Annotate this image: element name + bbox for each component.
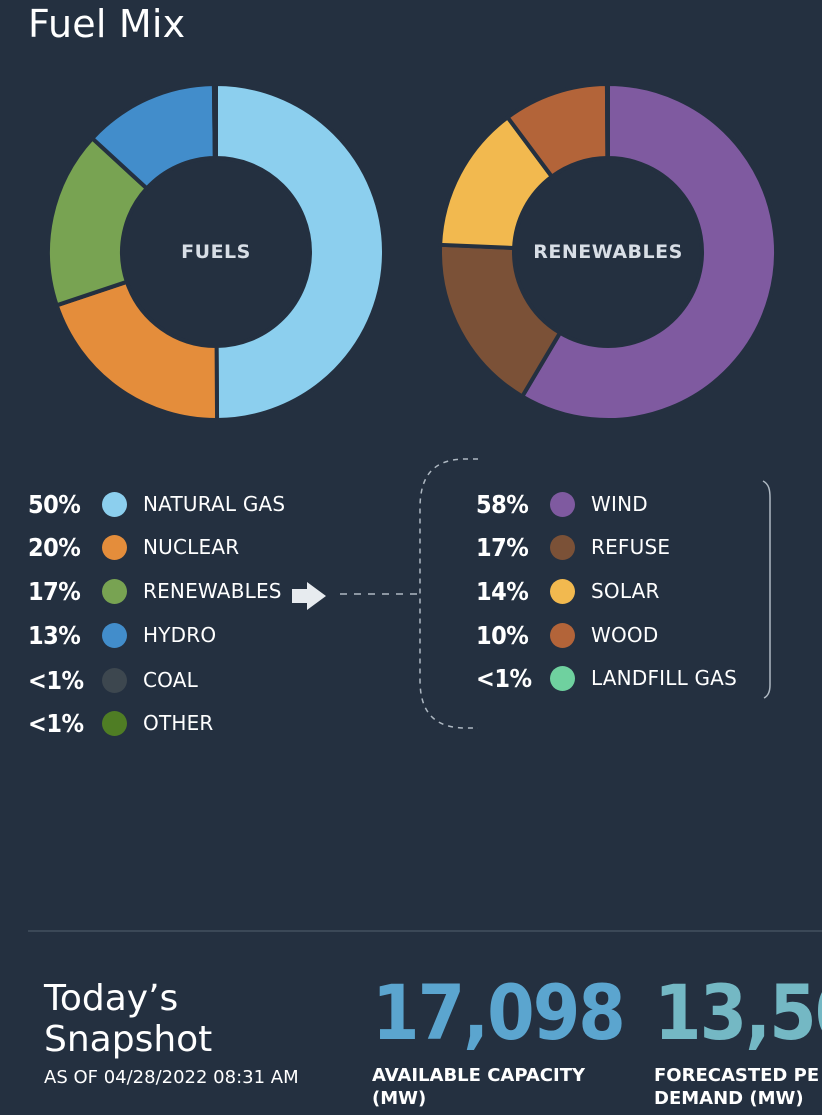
legend-item-nuclear: 20% NUCLEAR [28, 527, 239, 567]
legend-percent: 50% [28, 489, 81, 519]
donut-hole [124, 160, 308, 344]
legend-percent: <1% [28, 708, 84, 738]
legend-swatch [102, 578, 127, 604]
donut-slice-natural-gas [214, 82, 386, 422]
legend-label: RENEWABLES [143, 579, 282, 603]
legend-item-renewables: 17% RENEWABLES [28, 571, 282, 611]
legend-item-coal: <1% COAL [28, 660, 198, 700]
fuels-donut-svg [46, 82, 386, 422]
right-arrow-icon [292, 582, 326, 610]
donut-slice-other [212, 82, 218, 161]
legend-swatch [102, 710, 127, 736]
legend-percent: 20% [28, 532, 81, 562]
legend-swatch [102, 667, 127, 693]
snapshot-title: Today’s Snapshot [44, 978, 213, 1060]
donut-slice-nuclear [54, 279, 220, 422]
renewables-donut-svg [438, 82, 778, 422]
legend-percent: 17% [28, 576, 81, 606]
legend-label: HYDRO [143, 623, 217, 647]
forecasted-peak-demand-label: FORECASTED PE DEMAND (MW) [654, 1065, 820, 1109]
donut-slice-landfill-gas [604, 82, 610, 161]
available-capacity-value: 17,098 [372, 968, 626, 1057]
legend-label: OTHER [143, 711, 214, 735]
section-divider [28, 930, 822, 932]
legend-swatch [102, 534, 127, 560]
snapshot-timestamp: AS OF 04/28/2022 08:31 AM [44, 1067, 299, 1088]
renewables-donut-chart: RENEWABLES [438, 82, 778, 422]
available-capacity-label: AVAILABLE CAPACITY (MW) [372, 1065, 586, 1109]
donut-slice-wind [520, 82, 778, 422]
legend-item-natural-gas: 50% NATURAL GAS [28, 484, 285, 524]
available-capacity-stat: 17,098 AVAILABLE CAPACITY (MW) [372, 968, 626, 1110]
legend-label: NATURAL GAS [143, 492, 286, 516]
legend-percent: 13% [28, 620, 81, 650]
legend-item-hydro: 13% HYDRO [28, 615, 216, 655]
legend-swatch [102, 491, 127, 517]
legend-percent: <1% [28, 665, 84, 695]
legend-item-other: <1% OTHER [28, 703, 214, 743]
renewables-breakdown-bracket [340, 458, 771, 729]
forecasted-peak-demand-value: 13,50 [654, 968, 822, 1057]
legend-label: COAL [143, 668, 198, 692]
fuels-donut-chart: FUELS [46, 82, 386, 422]
donut-hole [516, 160, 700, 344]
forecasted-peak-demand-stat: 13,50 FORECASTED PE DEMAND (MW) [654, 968, 822, 1110]
legend-swatch [102, 622, 127, 648]
page-title: Fuel Mix [28, 2, 186, 46]
legend-label: NUCLEAR [143, 535, 240, 559]
